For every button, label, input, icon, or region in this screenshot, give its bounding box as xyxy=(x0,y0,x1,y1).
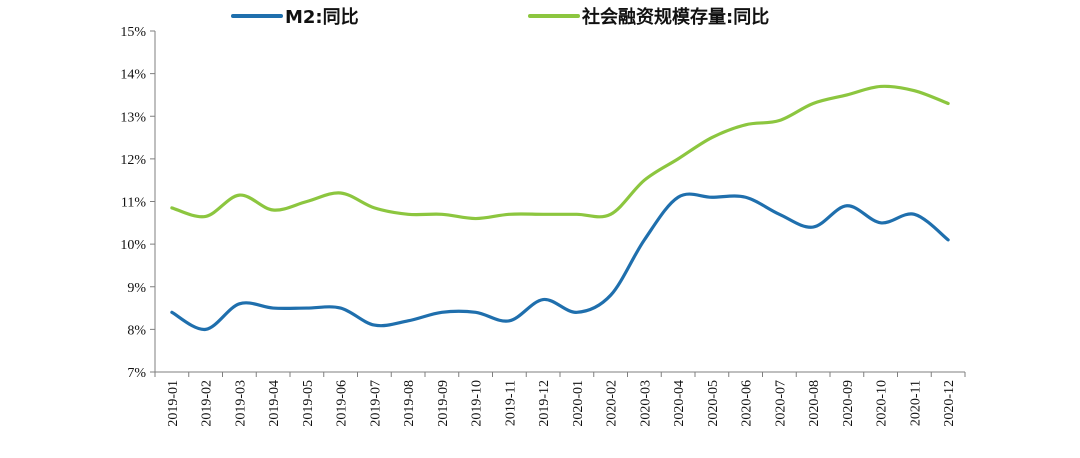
y-tick-label: 13% xyxy=(120,110,146,125)
x-tick-label: 2020-02 xyxy=(605,380,620,427)
x-tick-label: 2020-05 xyxy=(706,380,721,427)
x-tick-label: 2020-04 xyxy=(672,380,687,427)
x-tick-label: 2020-07 xyxy=(773,380,788,427)
y-tick-label: 9% xyxy=(127,281,146,296)
series-line-m2 xyxy=(170,192,950,331)
x-tick-label: 2019-11 xyxy=(503,380,518,426)
y-tick-label: 14% xyxy=(120,68,146,83)
x-tick-label: 2019-07 xyxy=(368,380,383,427)
x-tick-label: 2020-03 xyxy=(638,380,653,427)
x-tick-label: 2019-04 xyxy=(267,380,282,427)
series-group xyxy=(170,84,950,331)
x-tick-label: 2019-02 xyxy=(200,380,215,427)
legend-label-social-financing: 社会融资规模存量:同比 xyxy=(582,6,769,28)
y-tick-label: 12% xyxy=(120,153,146,168)
y-tick-label: 11% xyxy=(121,196,146,211)
x-tick-label: 2020-09 xyxy=(841,380,856,427)
x-tick-label: 2019-05 xyxy=(301,380,316,427)
y-tick-label: 7% xyxy=(127,366,146,381)
x-tick-label: 2019-12 xyxy=(537,380,552,427)
x-tick-label: 2020-06 xyxy=(740,380,755,427)
x-tick-label: 2019-06 xyxy=(335,380,350,427)
x-tick-label: 2019-10 xyxy=(470,380,485,427)
series-line-social-financing xyxy=(170,84,950,221)
x-tick-label: 2019-01 xyxy=(166,380,181,427)
x-tick-label: 2019-08 xyxy=(402,380,417,427)
legend: M2:同比 社会融资规模存量:同比 xyxy=(231,6,769,28)
x-tick-label: 2020-10 xyxy=(875,380,890,427)
x-tick-label: 2020-08 xyxy=(807,380,822,427)
y-tick-label: 10% xyxy=(120,238,146,253)
x-tick-label: 2020-11 xyxy=(908,380,923,426)
x-tick-label: 2020-01 xyxy=(571,380,586,427)
x-tick-label: 2019-03 xyxy=(233,380,248,427)
x-tick-label: 2019-09 xyxy=(436,380,451,427)
x-tick-label: 2020-12 xyxy=(942,380,957,427)
y-tick-label: 15% xyxy=(120,25,146,40)
y-tick-label: 8% xyxy=(127,323,146,338)
axes: 7% 8% 9% 10% 11% 12% 13% 14% 15% 2019-01 2019-02 20… xyxy=(120,25,966,427)
legend-label-m2: M2:同比 xyxy=(285,7,359,28)
